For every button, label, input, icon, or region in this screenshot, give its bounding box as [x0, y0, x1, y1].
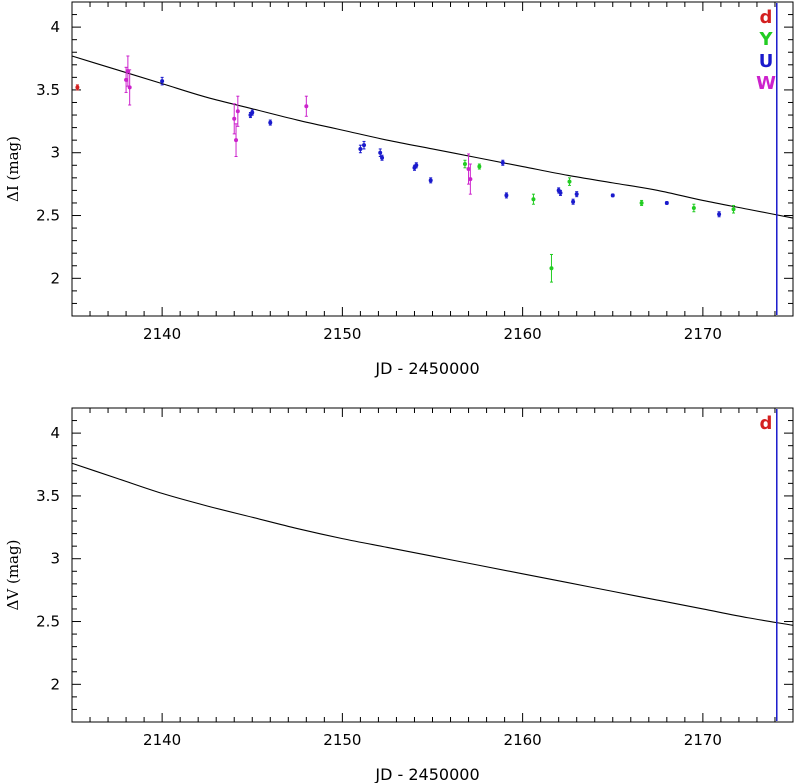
data-point: [717, 212, 722, 217]
data-point: [610, 193, 615, 198]
data-point: [380, 155, 385, 160]
data-point: [567, 179, 572, 184]
series-d: [75, 84, 80, 91]
plot-frame: [71, 1, 794, 317]
data-point: [234, 138, 239, 143]
model-curve: [71, 55, 794, 219]
y-tick-label: 3.5: [36, 487, 60, 505]
y-tick-label: 3: [50, 550, 60, 568]
y-axis-label: ΔV (mag): [4, 540, 22, 611]
x-axis-label: JD - 2450000: [374, 359, 479, 378]
data-point: [571, 199, 576, 204]
data-point: [358, 146, 363, 151]
y-tick-label: 3.5: [36, 81, 60, 99]
data-point: [414, 163, 419, 168]
y-tick-label: 2: [50, 269, 60, 287]
data-point: [304, 104, 309, 109]
x-tick-label: 2170: [684, 325, 722, 343]
legend-entry-W: W: [756, 73, 776, 94]
y-tick-label: 4: [50, 18, 60, 36]
data-point: [124, 77, 129, 82]
series-U: [160, 76, 722, 218]
series-Y: [462, 159, 736, 283]
x-tick-label: 2160: [504, 325, 542, 343]
x-tick-label: 2170: [684, 731, 722, 749]
legend-entry-Y: Y: [758, 29, 773, 50]
data-point: [428, 178, 433, 183]
y-tick-label: 2.5: [36, 613, 60, 631]
x-tick-label: 2150: [323, 325, 361, 343]
data-point: [466, 167, 471, 172]
y-tick-label: 4: [50, 424, 60, 442]
data-point: [691, 205, 696, 210]
data-point: [531, 197, 536, 202]
data-point: [558, 190, 563, 195]
data-point: [731, 207, 736, 212]
x-tick-label: 2160: [504, 731, 542, 749]
data-point: [477, 164, 482, 169]
plot-frame: [71, 407, 794, 723]
data-point: [504, 193, 509, 198]
data-point: [268, 120, 273, 125]
data-point: [574, 192, 579, 197]
x-tick-label: 2140: [143, 325, 181, 343]
legend-entry-U: U: [759, 51, 774, 72]
y-tick-label: 2.5: [36, 207, 60, 225]
x-axis-label: JD - 2450000: [374, 765, 479, 783]
chart-panel-1: 2140 2150 2160 2170 2 2.5 3 3.5 4 JD - 2450000 ΔI …: [4, 1, 794, 378]
y-axis-label: ΔI (mag): [4, 136, 22, 202]
x-tick-label: 2140: [143, 731, 181, 749]
data-point: [235, 109, 240, 114]
data-point: [378, 150, 383, 155]
data-point: [639, 200, 644, 205]
data-point: [664, 200, 669, 205]
data-point: [549, 266, 554, 271]
data-point: [250, 110, 255, 115]
data-point: [468, 177, 473, 182]
data-point: [75, 85, 80, 90]
data-point: [362, 143, 367, 148]
legend-entry-d: d: [760, 7, 773, 28]
data-point: [127, 85, 132, 90]
chart-panel-2: 2140 2150 2160 2170 2 2.5 3 3.5 4 JD - 2450000 ΔV …: [4, 407, 794, 783]
y-tick-label: 2: [50, 675, 60, 693]
data-point: [500, 160, 505, 165]
x-tick-label: 2150: [323, 731, 361, 749]
y-tick-label: 3: [50, 144, 60, 162]
data-point: [160, 79, 165, 84]
data-point: [462, 162, 467, 167]
data-point: [232, 116, 237, 121]
legend-entry-d: d: [760, 413, 773, 434]
model-curve: [71, 462, 794, 626]
series-W: [124, 55, 473, 195]
